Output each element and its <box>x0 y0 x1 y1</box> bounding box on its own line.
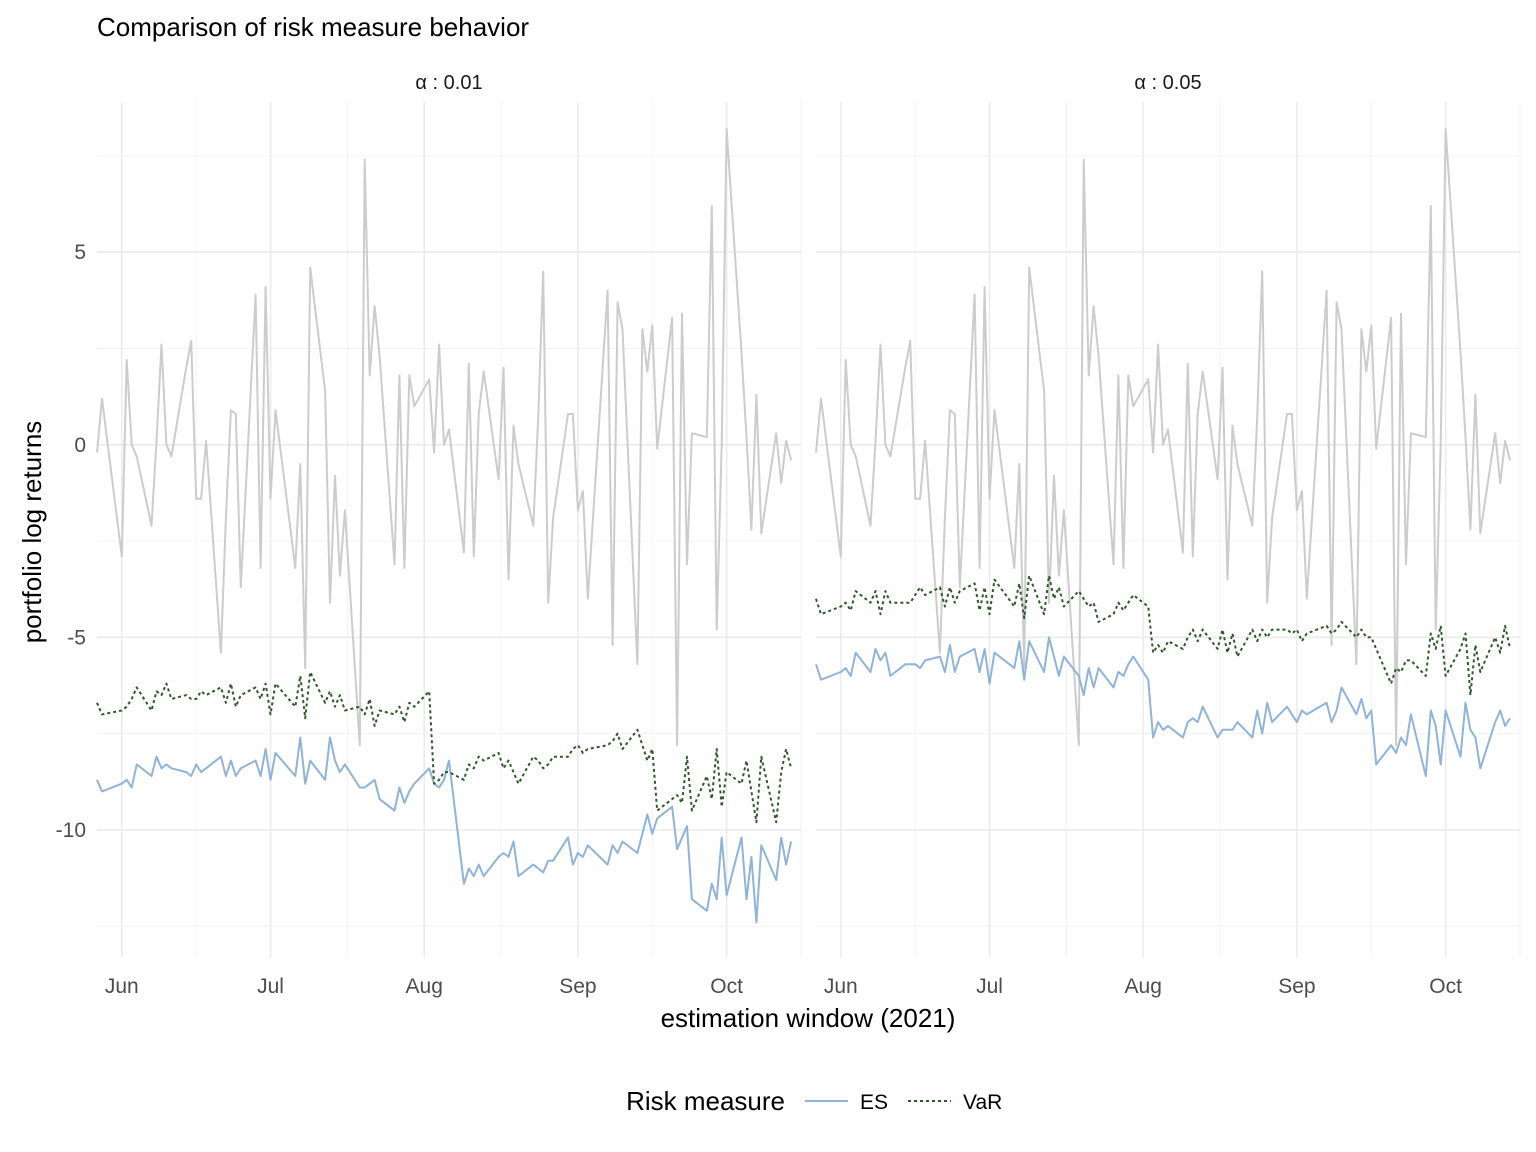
panel-alpha-001: α : 0.01 Jun Jul Aug Sep Oct <box>96 72 802 998</box>
x-tick-label: Sep <box>559 975 596 998</box>
panel-alpha-005: α : 0.05 Jun Jul Aug Sep Oct <box>815 72 1521 998</box>
y-axis-ticks: 5 0 -5 -10 <box>56 241 86 842</box>
x-tick-label: Jun <box>824 975 858 998</box>
legend: Risk measure ES VaR <box>626 1086 1002 1116</box>
x-tick-label: Jun <box>105 975 139 998</box>
y-tick-label: -10 <box>56 819 86 842</box>
x-tick-label: Oct <box>1429 975 1462 998</box>
series-line-var <box>96 671 793 824</box>
legend-title: Risk measure <box>626 1086 785 1116</box>
legend-label-var: VaR <box>963 1091 1002 1114</box>
y-tick-label: -5 <box>67 626 86 649</box>
series-line-es <box>815 636 1511 777</box>
y-tick-label: 5 <box>74 241 86 264</box>
y-axis-label: portfolio log returns <box>17 421 47 644</box>
panel-strip-label: α : 0.01 <box>415 72 482 94</box>
legend-label-es: ES <box>860 1091 888 1114</box>
panel-strip-label: α : 0.05 <box>1134 72 1201 94</box>
series-line-var <box>815 574 1512 697</box>
x-tick-label: Oct <box>710 975 743 998</box>
x-tick-label: Jul <box>257 975 284 998</box>
x-tick-label: Aug <box>1125 975 1162 998</box>
x-axis-label: estimation window (2021) <box>661 1003 956 1033</box>
chart-title: Comparison of risk measure behavior <box>97 12 529 42</box>
returns-line <box>96 128 793 747</box>
series-line-es <box>96 736 793 924</box>
x-tick-label: Aug <box>406 975 443 998</box>
returns-line <box>815 128 1512 747</box>
x-tick-label: Jul <box>976 975 1003 998</box>
x-tick-label: Sep <box>1278 975 1315 998</box>
y-tick-label: 0 <box>74 434 86 457</box>
